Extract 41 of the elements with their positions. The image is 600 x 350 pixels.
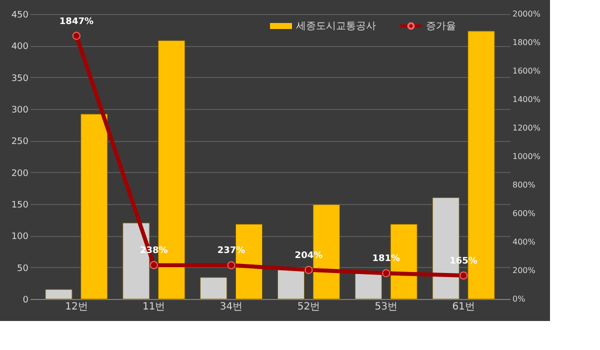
x-tick-label: 34번 xyxy=(220,302,243,312)
y-tick-label: 150 xyxy=(11,200,29,210)
y2-tick-label: 200% xyxy=(512,266,536,275)
bar xyxy=(277,270,305,300)
x-tick-label: 12번 xyxy=(65,302,88,312)
y2-tick-label: 600% xyxy=(512,209,536,218)
y2-tick-label: 1600% xyxy=(512,66,541,76)
y2-tick-label: 1200% xyxy=(512,124,541,132)
point xyxy=(72,32,80,40)
y-tick-label: 50 xyxy=(17,264,29,274)
y2-tick-label: 400% xyxy=(512,238,536,246)
y-tick-label: 300 xyxy=(11,106,29,116)
y2-tick-label: 2000% xyxy=(512,10,541,18)
x-tick-label: 53번 xyxy=(374,302,398,312)
bar xyxy=(45,289,72,300)
point xyxy=(150,261,158,270)
x-tick-label: 61번 xyxy=(452,302,475,312)
legend-label: 증가율 xyxy=(426,21,456,32)
data-label: 1847% xyxy=(59,16,94,27)
x-tick-label: 52번 xyxy=(297,302,320,312)
bar xyxy=(80,114,108,300)
y-tick-label: 400 xyxy=(11,42,29,52)
bar xyxy=(200,277,228,300)
x-tick-label: 11번 xyxy=(142,302,166,312)
y2-tick-label: 1800% xyxy=(512,38,541,47)
bar xyxy=(354,273,382,300)
y-tick-label: 0 xyxy=(22,296,29,306)
point xyxy=(227,261,236,270)
y-tick-label: 250 xyxy=(11,137,29,148)
y2-tick-label: 1400% xyxy=(512,95,541,104)
y-tick-label: 450 xyxy=(11,10,29,20)
y2-tick-label: 800% xyxy=(512,180,536,190)
y2-tick-label: 0% xyxy=(512,294,526,304)
y-tick-label: 100 xyxy=(11,232,29,242)
y2-tick-label: 1000% xyxy=(512,152,541,161)
y-tick-label: 350 xyxy=(11,74,29,84)
point xyxy=(460,271,468,280)
legend-label: 세종도시교통공사 xyxy=(296,21,376,32)
point xyxy=(382,269,390,278)
point xyxy=(304,266,313,274)
y-tick-label: 200 xyxy=(11,168,29,179)
